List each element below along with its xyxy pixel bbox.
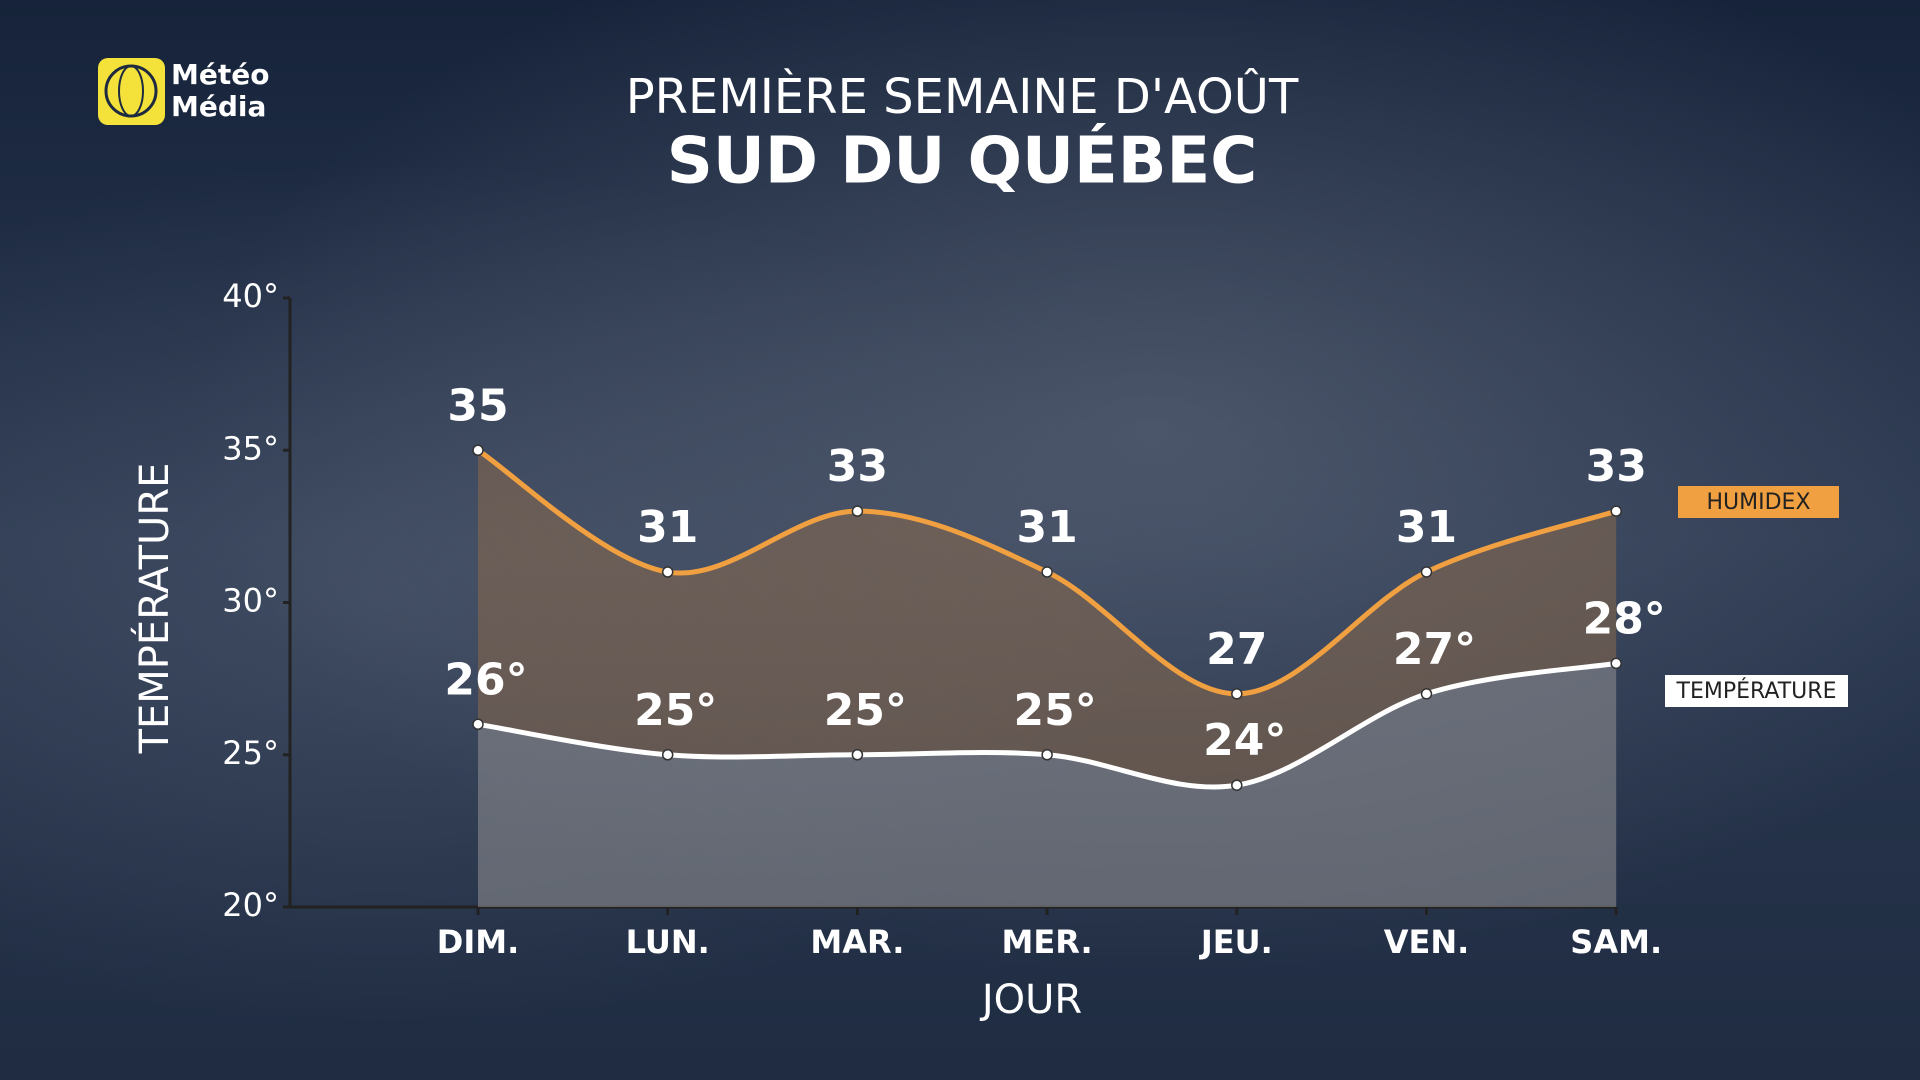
data-label: 26° [444,654,527,705]
chart-subtitle: SUD DU QUÉBEC [667,123,1257,199]
logo: Météo Média [98,58,269,125]
legend-box [1665,675,1848,707]
x-tick-label: MER. [1002,923,1093,961]
data-label: 31 [1396,502,1457,553]
data-label: 35 [447,380,508,431]
x-axis-label: JOUR [979,977,1082,1023]
y-tick-label: 40° [222,277,279,315]
chart-title: PREMIÈRE SEMAINE D'AOÛT [626,68,1299,125]
data-label: 25° [824,685,907,736]
point [851,505,864,517]
x-tick-label: VEN. [1384,923,1470,961]
logo-text: Média [171,90,266,123]
logo-text: Météo [171,58,269,91]
x-tick-label: DIM. [437,923,519,961]
logo-globe [118,65,144,117]
x-tick-label: JEU. [1199,923,1273,961]
legend-box [1678,486,1839,518]
point [1041,749,1053,761]
data-label: 28° [1583,593,1666,644]
point [661,749,674,761]
data-label: 27° [1393,624,1476,675]
point [1610,505,1622,517]
data-label: 25° [634,685,717,736]
point [472,718,484,731]
x-tick-label: SAM. [1570,923,1662,961]
data-label: 31 [1016,502,1077,553]
area [478,450,1617,788]
data-label: 25° [1013,685,1096,736]
area [478,663,1617,907]
legend-label: TEMPÉRATURE [1676,678,1837,704]
x-tick-label: MAR. [810,923,904,961]
y-tick-label: 20° [222,886,279,924]
y-tick-label: 25° [222,734,279,772]
point [851,749,864,761]
x-tick-label: LUN. [626,923,710,961]
data-label: 27 [1206,624,1267,675]
data-label: 24° [1203,715,1286,766]
point [1041,566,1053,578]
point [1231,688,1243,700]
y-tick-label: 35° [222,429,279,467]
point [1610,657,1622,670]
legend-label: HUMIDEX [1706,490,1810,515]
data-label: 33 [1586,441,1647,492]
point [1420,566,1433,578]
point [472,444,484,456]
y-tick-label: 30° [222,582,279,620]
point [1231,779,1243,791]
data-label: 31 [637,502,698,553]
point [1420,688,1433,700]
y-axis-label: TEMPÉRATURE [130,463,178,755]
point [661,566,674,578]
data-label: 33 [827,441,888,492]
